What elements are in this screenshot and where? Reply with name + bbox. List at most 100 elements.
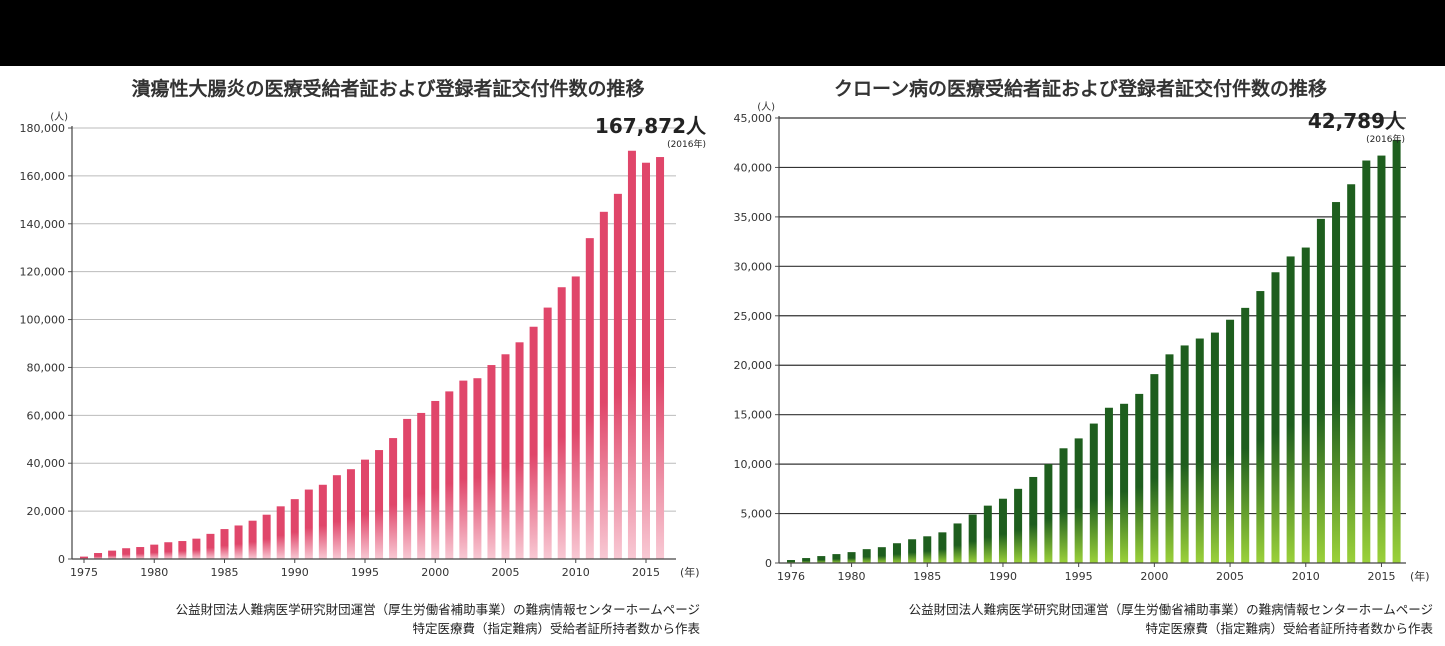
cd-bar-chart: 0 5,000 10,000 15,000 20,000 25,000 30,000 35,0… [734, 101, 1430, 583]
uc-xtick-label: 1985 [211, 566, 239, 579]
uc-bar [627, 150, 636, 559]
uc-bar-chart: 0 20,000 40,000 60,000 80,000 100,000 120,000 1… [20, 111, 700, 579]
cd-bar [1301, 247, 1310, 564]
cd-bar [1241, 307, 1250, 563]
cd-bar [1029, 476, 1038, 563]
cd-ytick-label: 25,000 [734, 310, 773, 323]
cd-bar [1044, 464, 1053, 563]
cd-bar [1377, 155, 1386, 564]
uc-bar [613, 193, 622, 559]
cd-bar [1150, 374, 1159, 563]
uc-bar [164, 542, 173, 559]
uc-bar [276, 506, 285, 559]
uc-bar [122, 548, 131, 559]
cd-chart-panel: クローン病の医療受給者証および登録者証交付件数の推移 0 5,000 10,000 1… [716, 66, 1445, 646]
uc-xtick-label: 1990 [281, 566, 309, 579]
uc-bar [445, 391, 454, 559]
cd-bar [1271, 272, 1280, 563]
cd-bar [892, 543, 901, 563]
uc-bar [417, 412, 426, 559]
cd-bar [1226, 319, 1235, 563]
uc-ytick-label: 100,000 [20, 314, 66, 327]
uc-source-line2: 特定医療費（指定難病）受給者証所持者数から作表 [412, 621, 700, 636]
cd-callout-year: (2016年) [1366, 135, 1405, 145]
uc-chart-panel: 潰瘍性大腸炎の医療受給者証および登録者証交付件数の推移 0 20,000 40,00… [0, 66, 716, 646]
cd-xtick-label: 1985 [913, 570, 941, 583]
uc-xtick-label: 2000 [421, 566, 449, 579]
uc-chart-title: 潰瘍性大腸炎の医療受給者証および登録者証交付件数の推移 [131, 78, 645, 100]
uc-bar [529, 326, 538, 559]
uc-bar [403, 418, 412, 559]
cd-bar [983, 505, 992, 563]
uc-bar [94, 553, 103, 559]
uc-ytick-label: 20,000 [27, 505, 66, 518]
uc-bar [234, 525, 243, 559]
cd-bar [1120, 403, 1129, 563]
cd-callout: 42,789人 (2016年) [1308, 110, 1405, 145]
cd-bar [1165, 354, 1174, 563]
uc-bar [108, 550, 117, 559]
uc-xtick-label: 1980 [140, 566, 168, 579]
uc-bar [557, 287, 566, 559]
cd-bar [1316, 218, 1325, 563]
uc-ytick-label: 120,000 [20, 266, 66, 279]
cd-xtick-label: 1995 [1065, 570, 1093, 583]
cd-bar [1362, 160, 1371, 563]
cd-xtick-label: 2010 [1292, 570, 1320, 583]
uc-bar [642, 162, 650, 559]
cd-bar [1074, 438, 1083, 563]
cd-xtick-label: 2005 [1216, 570, 1244, 583]
cd-bar [1104, 407, 1113, 563]
uc-xtick-label: 2005 [492, 566, 520, 579]
uc-y-unit: (人) [50, 111, 68, 123]
cd-bar [923, 536, 932, 563]
uc-bar [332, 475, 341, 559]
cd-bar [1286, 256, 1295, 563]
uc-bar [389, 438, 398, 559]
uc-bar [515, 342, 524, 559]
uc-bar [431, 400, 440, 559]
cd-ytick-label: 35,000 [734, 211, 773, 224]
cd-bar [1256, 291, 1265, 563]
cd-bar [998, 498, 1007, 563]
cd-xtick-label: 2015 [1367, 570, 1395, 583]
cd-bar [1089, 423, 1098, 563]
uc-bar [206, 533, 215, 559]
cd-source-line1: 公益財団法人難病医学研究財団運営（厚生労働省補助事業）の難病情報センターホームペ… [908, 602, 1433, 617]
uc-bar [585, 238, 594, 559]
uc-ytick-label: 140,000 [20, 218, 66, 231]
uc-bar [487, 365, 496, 559]
cd-bar [1392, 139, 1401, 564]
cd-bar [1135, 393, 1144, 563]
cd-bar [938, 532, 947, 563]
cd-ytick-label: 20,000 [734, 359, 773, 372]
uc-bar [248, 520, 257, 559]
cd-bar [787, 560, 795, 563]
cd-y-unit: (人) [757, 101, 775, 113]
uc-callout-year: (2016年) [667, 140, 706, 150]
cd-bar [802, 558, 811, 563]
uc-ytick-label: 60,000 [27, 409, 66, 422]
cd-bar [817, 556, 826, 563]
cd-callout-value: 42,789人 [1307, 109, 1405, 133]
uc-x-unit: (年) [680, 565, 700, 579]
uc-bar [543, 307, 552, 559]
cd-bar [877, 547, 886, 563]
uc-bar [178, 541, 187, 559]
cd-bar [908, 539, 917, 563]
uc-bar [318, 484, 327, 559]
cd-ytick-label: 10,000 [734, 458, 773, 471]
cd-ytick-label: 15,000 [734, 409, 773, 422]
cd-x-unit: (年) [1410, 569, 1430, 583]
cd-chart-title: クローン病の医療受給者証および登録者証交付件数の推移 [833, 78, 1328, 100]
cd-xtick-label: 1990 [989, 570, 1017, 583]
cd-bar [953, 523, 962, 563]
uc-bar [192, 538, 201, 559]
uc-callout-value: 167,872人 [594, 114, 706, 138]
cd-bar [1180, 345, 1189, 563]
cd-ytick-label: 40,000 [734, 161, 773, 174]
uc-ytick-label: 80,000 [27, 361, 66, 374]
uc-bar [150, 544, 159, 559]
uc-callout: 167,872人 (2016年) [595, 115, 706, 150]
